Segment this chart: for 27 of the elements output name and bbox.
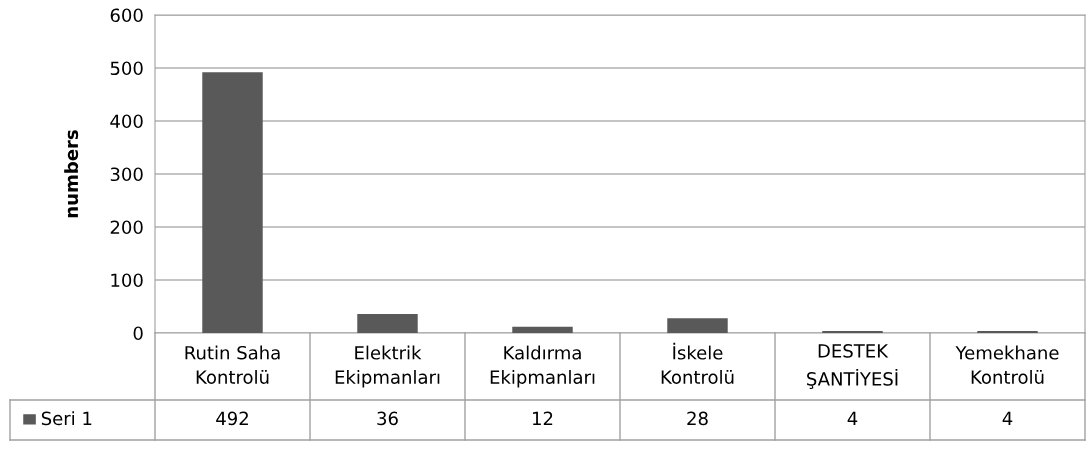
bar xyxy=(357,313,418,333)
data-label: 12 xyxy=(533,411,553,425)
bar xyxy=(822,330,883,333)
x-tick-label: DESTEK ŞANTİYESİ xyxy=(807,344,898,389)
bar xyxy=(512,326,573,333)
y-axis-title: numbers xyxy=(64,130,79,218)
data-label: 492 xyxy=(216,411,248,426)
y-tick-label: 400 xyxy=(110,114,143,129)
x-tick-label: Kaldırma Ekipmanları xyxy=(490,345,595,388)
y-tick-label: 600 xyxy=(110,8,143,23)
bar xyxy=(977,330,1038,333)
x-tick-label: Rutin Saha Kontrolü xyxy=(185,345,280,384)
y-tick-label: 0 xyxy=(133,326,143,341)
data-label: 4 xyxy=(1002,411,1013,425)
x-tick-label: İskele Kontrolü xyxy=(661,342,734,384)
data-label: 28 xyxy=(687,411,708,426)
y-tick-label: 500 xyxy=(110,61,143,76)
legend-label: Seri 1 xyxy=(41,411,92,426)
data-label: 36 xyxy=(377,411,398,426)
x-tick-label: Yemekhane Kontrolü xyxy=(955,345,1059,384)
data-label: 4 xyxy=(847,411,858,425)
x-tick-label: Elektrik Ekipmanları xyxy=(335,345,440,388)
y-tick-label: 300 xyxy=(110,167,143,182)
y-tick-label: 200 xyxy=(110,220,143,235)
bar xyxy=(667,318,728,333)
bar xyxy=(202,72,263,333)
y-tick-label: 100 xyxy=(111,273,143,288)
